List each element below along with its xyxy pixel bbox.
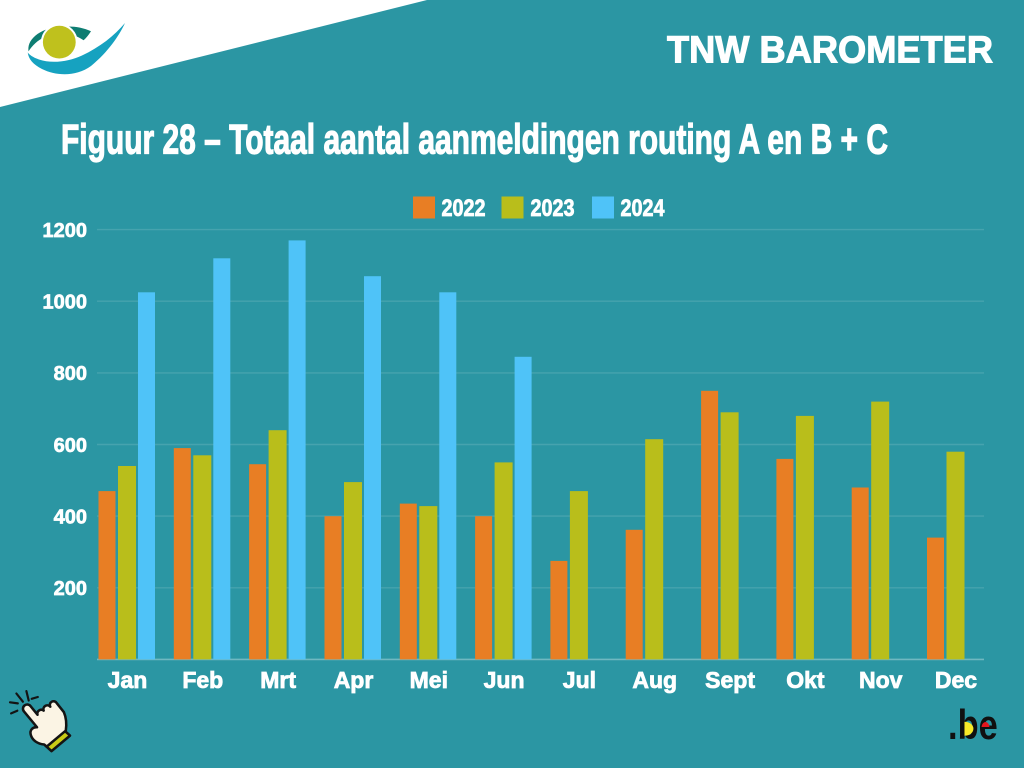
svg-text:Figuur 28 – Totaal aantal aanm: Figuur 28 – Totaal aantal aanmeldingen r… — [61, 116, 888, 163]
svg-text:1200: 1200 — [43, 220, 88, 242]
svg-text:Mei: Mei — [410, 667, 448, 693]
svg-text:200: 200 — [54, 578, 87, 600]
svg-text:Jun: Jun — [484, 667, 525, 693]
svg-text:600: 600 — [54, 435, 87, 457]
svg-text:2024: 2024 — [621, 195, 666, 222]
svg-text:Mrt: Mrt — [260, 667, 296, 693]
svg-text:Jul: Jul — [563, 667, 596, 693]
svg-text:400: 400 — [54, 506, 87, 528]
svg-text:.be: .be — [948, 702, 998, 749]
svg-text:Okt: Okt — [786, 667, 825, 693]
svg-text:1000: 1000 — [43, 292, 88, 314]
svg-text:Jan: Jan — [108, 667, 148, 693]
svg-text:Nov: Nov — [859, 667, 903, 693]
svg-text:Dec: Dec — [935, 667, 977, 693]
svg-text:Feb: Feb — [182, 667, 223, 693]
svg-text:2023: 2023 — [531, 195, 575, 222]
svg-text:TNW BAROMETER: TNW BAROMETER — [667, 30, 993, 72]
svg-text:800: 800 — [54, 363, 87, 385]
svg-text:Aug: Aug — [632, 667, 677, 693]
svg-text:2022: 2022 — [442, 195, 486, 222]
svg-text:Apr: Apr — [334, 667, 374, 693]
svg-text:Sept: Sept — [705, 667, 755, 693]
